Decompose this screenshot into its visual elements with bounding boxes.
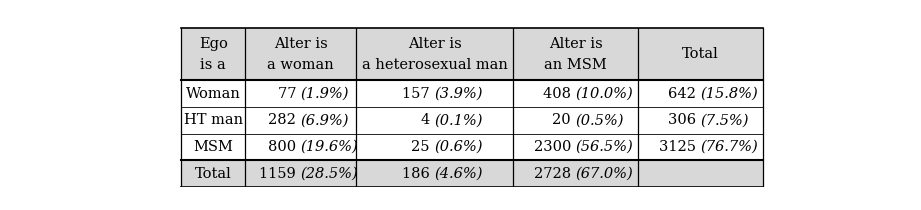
Text: Alter is: Alter is	[274, 37, 328, 51]
Text: is a: is a	[201, 58, 227, 72]
Text: (56.5%): (56.5%)	[576, 140, 634, 154]
Bar	[181, 160, 763, 187]
Bar	[181, 80, 763, 107]
Text: (10.0%): (10.0%)	[576, 87, 634, 101]
Text: (7.5%): (7.5%)	[700, 113, 749, 127]
Text: a woman: a woman	[267, 58, 334, 72]
Text: 157: 157	[402, 87, 435, 101]
Text: (4.6%): (4.6%)	[435, 167, 483, 181]
Text: (0.5%): (0.5%)	[576, 113, 624, 127]
Text: 2728: 2728	[534, 167, 576, 181]
Text: 282: 282	[268, 113, 300, 127]
Text: Alter is: Alter is	[408, 37, 461, 51]
Text: 4: 4	[421, 113, 435, 127]
Text: 408: 408	[542, 87, 576, 101]
Text: Alter is: Alter is	[549, 37, 602, 51]
Text: (1.9%): (1.9%)	[300, 87, 349, 101]
Text: (15.8%): (15.8%)	[700, 87, 758, 101]
Text: 186: 186	[402, 167, 435, 181]
Text: a heterosexual man: a heterosexual man	[362, 58, 507, 72]
Text: (28.5%): (28.5%)	[300, 167, 358, 181]
Text: (0.1%): (0.1%)	[435, 113, 483, 127]
Text: Total: Total	[195, 167, 232, 181]
Bar	[181, 134, 763, 160]
Text: 20: 20	[553, 113, 576, 127]
Text: 800: 800	[268, 140, 300, 154]
Bar	[181, 107, 763, 134]
Text: HT man: HT man	[183, 113, 243, 127]
Text: 3125: 3125	[659, 140, 700, 154]
Text: an MSM: an MSM	[544, 58, 607, 72]
Text: Total: Total	[682, 47, 718, 61]
Text: 642: 642	[668, 87, 700, 101]
Text: (6.9%): (6.9%)	[300, 113, 349, 127]
Text: (67.0%): (67.0%)	[576, 167, 634, 181]
Text: Ego: Ego	[199, 37, 227, 51]
Text: (0.6%): (0.6%)	[435, 140, 483, 154]
Text: (76.7%): (76.7%)	[700, 140, 758, 154]
Text: MSM: MSM	[193, 140, 233, 154]
Text: Woman: Woman	[186, 87, 240, 101]
Text: 1159: 1159	[260, 167, 300, 181]
Text: 25: 25	[412, 140, 435, 154]
Bar	[181, 28, 763, 80]
Text: (19.6%): (19.6%)	[300, 140, 358, 154]
Text: 2300: 2300	[533, 140, 576, 154]
Text: 77: 77	[277, 87, 300, 101]
Text: (3.9%): (3.9%)	[435, 87, 483, 101]
Text: 306: 306	[668, 113, 700, 127]
